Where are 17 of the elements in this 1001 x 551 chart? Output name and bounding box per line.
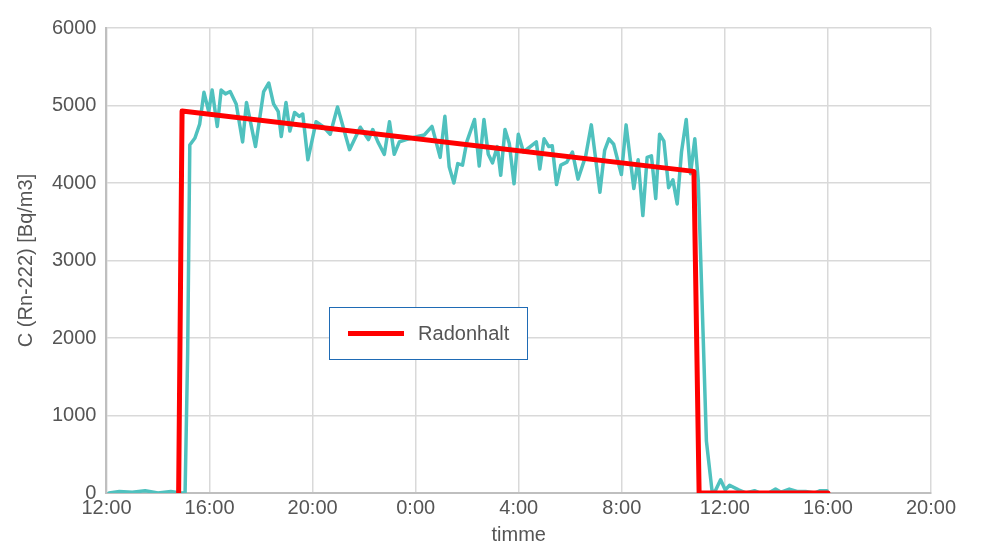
- y-tick-label: 6000: [51, 15, 97, 38]
- x-tick-label: 16:00: [802, 495, 853, 518]
- x-tick-label: 0:00: [396, 495, 436, 518]
- y-tick-label: 4000: [51, 170, 97, 193]
- x-tick-label: 20:00: [905, 495, 957, 518]
- legend-label: Radonhalt: [418, 322, 510, 345]
- y-tick-label: 2000: [51, 325, 97, 348]
- x-axis-title: timme: [491, 522, 546, 545]
- x-tick-label: 16:00: [184, 495, 235, 518]
- y-tick-label: 5000: [51, 93, 97, 116]
- y-axis-title: C (Rn-222) [Bq/m3]: [13, 173, 36, 348]
- x-tick-label: 12:00: [699, 495, 750, 518]
- x-tick-label: 20:00: [287, 495, 338, 518]
- y-tick-label: 3000: [51, 248, 97, 271]
- x-tick-label: 8:00: [602, 495, 642, 518]
- x-tick-label: 4:00: [499, 495, 539, 518]
- y-tick-label: 1000: [51, 403, 97, 426]
